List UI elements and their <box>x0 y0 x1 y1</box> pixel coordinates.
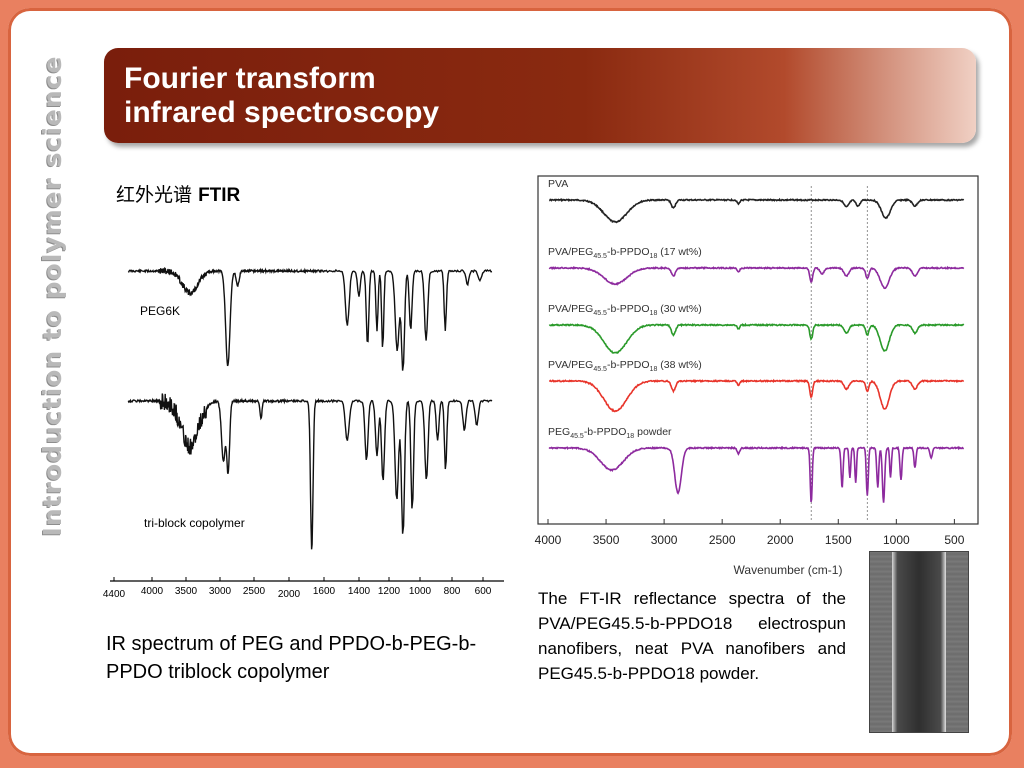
left-x-tick-label: 1600 <box>313 586 336 597</box>
sem-fiber <box>892 552 946 732</box>
series-label-part: 18 <box>650 253 658 260</box>
right-ftir-chart: 4000 3500 3000 2500 2000 1500 1000 500 Wavenumbe… <box>535 175 979 577</box>
series-label-part: PVA/PEG <box>548 246 593 258</box>
series-label-part: 45.5 <box>593 366 607 373</box>
series-label-part: PVA <box>548 178 568 190</box>
page-title: Fourier transform infrared spectroscopy <box>124 62 439 130</box>
left-x-tick-label: 1400 <box>348 586 371 597</box>
title-line-2: infrared spectroscopy <box>124 96 440 129</box>
series-label-part: 18 <box>650 366 658 373</box>
series-label-3: PVA/PEG45.5-b-PPDO18 (30 wt%) <box>548 303 702 317</box>
series-line-3 <box>548 322 965 355</box>
series-label-peg6k: PEG6K <box>140 304 180 318</box>
left-x-tick-label: 2500 <box>243 586 266 597</box>
series-label-2: PVA/PEG45.5-b-PPDO18 (17 wt%) <box>548 246 702 260</box>
series-label-5: PEG45.5-b-PPDO18 powder <box>548 426 672 440</box>
plot-area <box>537 175 979 525</box>
right-x-tick-label: 3500 <box>593 533 620 547</box>
title-bar: Fourier transform infrared spectroscopy <box>104 48 976 143</box>
left-x-tick-label: 1200 <box>378 586 401 597</box>
series-label-part: 18 <box>626 433 634 440</box>
series-label-part: (17 wt%) <box>657 246 701 258</box>
series-label-1: PVA <box>548 178 568 190</box>
series-label-part: (38 wt%) <box>657 359 701 371</box>
sem-image <box>869 551 969 733</box>
left-x-tick-label: 600 <box>475 586 492 597</box>
left-x-tick-label: 2000 <box>278 589 301 600</box>
slide-frame: Introduction to polymer science Fourier … <box>8 8 1012 756</box>
left-x-tick-label: 4400 <box>103 589 126 600</box>
left-ir-chart: 4400 4000 3500 3000 2500 2000 1600 1400 1200 1000… <box>103 267 504 600</box>
left-x-tick-label: 3500 <box>175 586 198 597</box>
left-x-tick-label: 4000 <box>141 586 164 597</box>
series-peg6k-line <box>127 267 493 371</box>
side-title: Introduction to polymer science <box>38 55 67 537</box>
right-x-tick-label: 4000 <box>535 533 562 547</box>
series-label-part: 45.5 <box>570 433 584 440</box>
series-label-part: (30 wt%) <box>657 303 701 315</box>
ftir-label-en: FTIR <box>198 185 241 206</box>
right-x-tick-label: 3000 <box>651 533 678 547</box>
series-label-part: 45.5 <box>593 253 607 260</box>
series-label-part: -b-PPDO <box>607 303 650 315</box>
series-triblock-line <box>127 393 493 550</box>
series-label-4: PVA/PEG45.5-b-PPDO18 (38 wt%) <box>548 359 702 373</box>
left-caption: IR spectrum of PEG and PPDO-b-PEG-b-PPDO… <box>106 633 477 683</box>
series-label-part: 45.5 <box>593 310 607 317</box>
right-x-axis-label: Wavenumber (cm-1) <box>734 563 843 577</box>
right-x-tick-label: 500 <box>944 533 964 547</box>
series-label-part: powder <box>634 426 672 438</box>
ftir-label: 红外光谱 FTIR <box>116 180 240 207</box>
right-x-tick-label: 1000 <box>883 533 910 547</box>
series-line-1 <box>549 197 965 224</box>
title-line-1: Fourier transform <box>124 62 376 95</box>
right-x-tick-label: 1500 <box>825 533 852 547</box>
series-label-part: -b-PPDO <box>607 359 650 371</box>
series-label-part: -b-PPDO <box>584 426 627 438</box>
left-x-tick-label: 800 <box>444 586 461 597</box>
left-x-tick-label: 1000 <box>409 586 432 597</box>
right-x-tick-label: 2000 <box>767 533 794 547</box>
series-line-5 <box>548 445 965 503</box>
right-caption: The FT-IR reflectance spectra of the PVA… <box>538 586 846 686</box>
series-line-4 <box>549 378 965 413</box>
series-label-part: 18 <box>650 310 658 317</box>
series-label-part: PEG <box>548 426 570 438</box>
series-line-2 <box>548 265 965 290</box>
left-x-tick-label: 3000 <box>209 586 232 597</box>
ftir-label-cn: 红外光谱 <box>116 184 193 206</box>
series-label-triblock: tri-block copolymer <box>144 516 245 530</box>
right-x-tick-label: 2500 <box>709 533 736 547</box>
series-label-part: PVA/PEG <box>548 303 593 315</box>
series-label-part: -b-PPDO <box>607 246 650 258</box>
series-label-part: PVA/PEG <box>548 359 593 371</box>
right-caption-text: The FT-IR reflectance spectra of the PVA… <box>538 589 846 683</box>
